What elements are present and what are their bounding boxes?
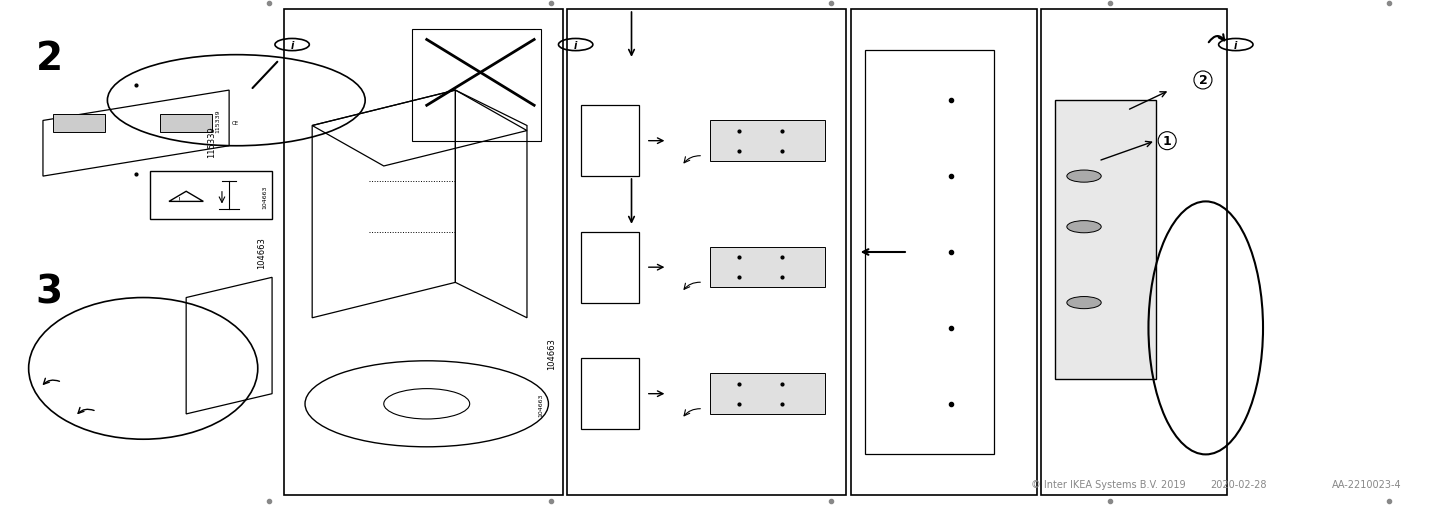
Text: 1: 1: [1163, 135, 1171, 148]
Text: i: i: [291, 40, 294, 50]
Text: 2: 2: [36, 40, 63, 78]
Bar: [412, 30, 541, 141]
Bar: [284, 10, 563, 495]
Bar: [567, 10, 846, 495]
Bar: [1041, 10, 1227, 495]
Circle shape: [1067, 171, 1101, 183]
Bar: [865, 50, 994, 454]
Bar: [1055, 101, 1156, 379]
Bar: [53, 115, 105, 133]
Circle shape: [1067, 221, 1101, 233]
Bar: [710, 374, 825, 414]
Text: !: !: [178, 196, 180, 203]
Text: 115339: 115339: [208, 126, 216, 157]
Text: 104663: 104663: [538, 392, 544, 416]
Text: 104663: 104663: [262, 185, 268, 209]
Text: 115339: 115339: [215, 110, 221, 133]
Bar: [710, 247, 825, 288]
Text: CE: CE: [232, 121, 239, 126]
Circle shape: [1067, 297, 1101, 309]
Text: 3: 3: [36, 273, 63, 311]
Text: © Inter IKEA Systems B.V. 2019: © Inter IKEA Systems B.V. 2019: [1031, 479, 1186, 489]
Text: 104663: 104663: [258, 237, 266, 268]
Text: i: i: [574, 40, 577, 50]
Bar: [150, 172, 272, 220]
Bar: [851, 10, 1037, 495]
Bar: [160, 115, 212, 133]
Text: 2: 2: [1199, 74, 1207, 87]
Bar: [710, 121, 825, 162]
Text: AA-2210023-4: AA-2210023-4: [1332, 479, 1402, 489]
Text: 104663: 104663: [547, 338, 556, 369]
Text: i: i: [1234, 40, 1237, 50]
Text: 2020-02-28: 2020-02-28: [1210, 479, 1266, 489]
